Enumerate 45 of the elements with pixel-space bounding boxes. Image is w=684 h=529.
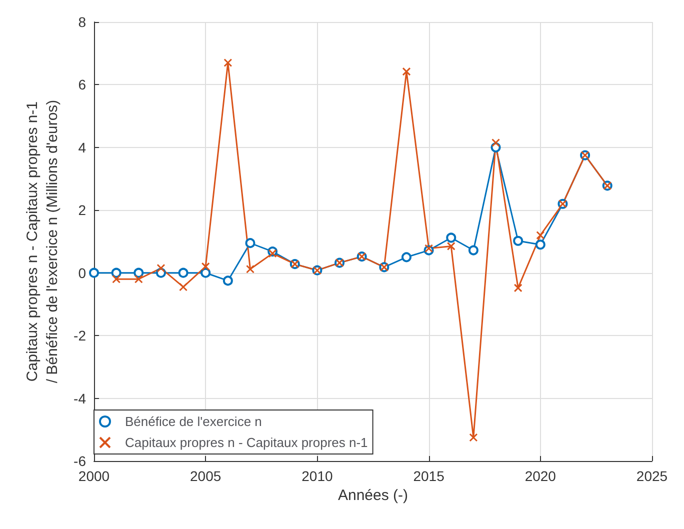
point [224,58,232,68]
point [245,238,256,248]
y-tick-label: -2 [74,328,86,344]
y-tick-label: 6 [78,76,86,93]
y-axis-title: Capitaux propres n - Capitaux propres n-1 / Bénéfice de l'exercice n (Millions d'euros) [24,100,62,384]
point [513,236,524,246]
point [424,244,434,253]
point [156,264,166,272]
point [246,264,254,274]
x-tick-label: 2000 [78,468,110,484]
point [268,249,277,258]
point [492,138,500,147]
point [402,67,411,76]
point [201,262,210,271]
point [179,282,188,292]
x-tick-label: 2025 [636,468,668,484]
point [134,274,143,284]
point [401,252,412,262]
point [468,245,478,256]
y-tick-label: 2 [78,202,86,218]
x-tick-label: 2015 [413,468,445,484]
y-tick-label: 4 [78,139,86,156]
legend-label: Capitaux propres n - Capitaux propres n-1 [125,435,368,450]
point [89,268,99,278]
point [536,230,545,240]
y-tick-label: -4 [74,390,86,406]
point [446,242,456,250]
y-tick-label: 8 [78,14,86,30]
point [535,240,546,250]
point [514,284,522,292]
point [178,268,188,278]
y-tick-label: -6 [74,453,86,469]
x-axis-title: Années (-) [338,486,408,504]
x-tick-label: 2010 [302,468,333,484]
point [111,268,122,278]
point [112,274,121,284]
point [200,268,211,278]
x-tick-label: 2005 [190,468,222,484]
legend-label: Bénéfice de l'exercice n [125,414,262,429]
point [222,276,233,286]
x-tick-label: 2020 [524,468,556,484]
point [469,433,478,442]
point [446,232,456,243]
point [134,268,144,278]
y-tick-label: 0 [78,264,86,281]
